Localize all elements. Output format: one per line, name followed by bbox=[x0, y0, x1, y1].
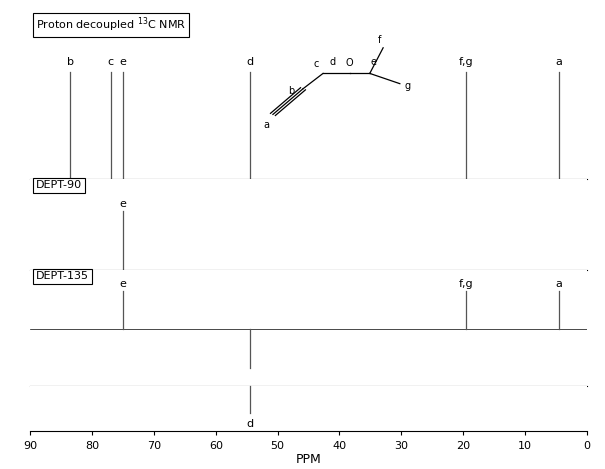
Text: b: b bbox=[67, 57, 74, 67]
Text: c: c bbox=[108, 57, 114, 67]
Text: d: d bbox=[246, 57, 253, 67]
Text: DEPT-90: DEPT-90 bbox=[36, 180, 82, 190]
Text: f,g: f,g bbox=[459, 280, 474, 289]
Text: a: a bbox=[555, 280, 563, 289]
Text: e: e bbox=[120, 57, 126, 67]
Text: a: a bbox=[555, 57, 563, 67]
Text: Proton decoupled $^{13}$C NMR: Proton decoupled $^{13}$C NMR bbox=[36, 16, 186, 34]
Text: e: e bbox=[120, 199, 126, 209]
Text: DEPT-135: DEPT-135 bbox=[36, 272, 89, 281]
Text: f,g: f,g bbox=[459, 57, 474, 67]
Text: e: e bbox=[120, 280, 126, 289]
X-axis label: PPM: PPM bbox=[296, 453, 321, 466]
Text: d: d bbox=[246, 419, 253, 429]
